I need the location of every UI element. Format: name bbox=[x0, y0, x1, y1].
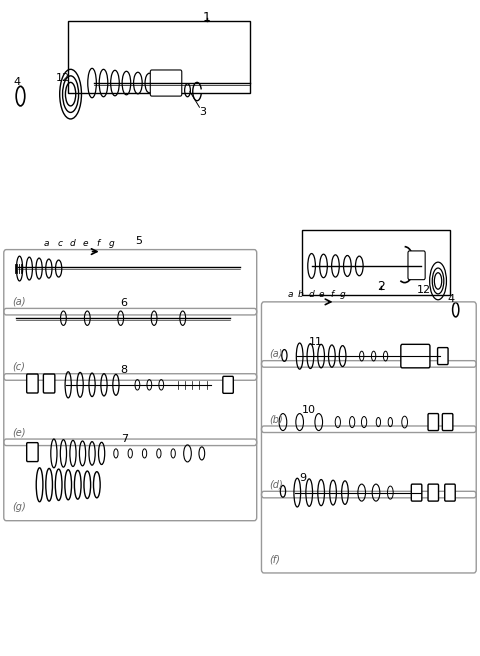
FancyBboxPatch shape bbox=[438, 348, 448, 365]
Text: d: d bbox=[308, 290, 314, 298]
Text: (c): (c) bbox=[12, 361, 25, 372]
Text: (g): (g) bbox=[12, 502, 25, 512]
FancyBboxPatch shape bbox=[445, 484, 455, 501]
Text: a: a bbox=[44, 239, 49, 249]
Text: g: g bbox=[340, 290, 346, 298]
FancyBboxPatch shape bbox=[401, 344, 430, 368]
Text: 8: 8 bbox=[120, 365, 128, 375]
Text: e: e bbox=[83, 239, 88, 249]
Text: 12: 12 bbox=[417, 285, 431, 295]
Text: f: f bbox=[331, 290, 334, 298]
Text: (b): (b) bbox=[270, 414, 283, 424]
Text: (a): (a) bbox=[12, 297, 25, 306]
Text: 3: 3 bbox=[199, 108, 206, 117]
FancyBboxPatch shape bbox=[428, 413, 439, 430]
Text: 1: 1 bbox=[203, 11, 211, 24]
Text: d: d bbox=[70, 239, 75, 249]
FancyBboxPatch shape bbox=[27, 443, 38, 462]
Text: e: e bbox=[319, 290, 324, 298]
FancyBboxPatch shape bbox=[408, 251, 425, 279]
Text: 9: 9 bbox=[300, 473, 307, 483]
Text: (d): (d) bbox=[270, 480, 283, 489]
Text: b: b bbox=[298, 290, 303, 298]
FancyBboxPatch shape bbox=[223, 377, 233, 394]
FancyBboxPatch shape bbox=[150, 70, 182, 96]
Text: 10: 10 bbox=[302, 405, 316, 415]
Text: (a): (a) bbox=[270, 349, 283, 359]
FancyBboxPatch shape bbox=[443, 413, 453, 430]
Text: g: g bbox=[108, 239, 114, 249]
FancyBboxPatch shape bbox=[411, 484, 422, 501]
Text: c: c bbox=[57, 239, 62, 249]
Text: f: f bbox=[96, 239, 100, 249]
Text: 6: 6 bbox=[120, 298, 128, 308]
FancyBboxPatch shape bbox=[428, 484, 439, 501]
Text: (f): (f) bbox=[270, 554, 280, 564]
Text: 4: 4 bbox=[13, 77, 21, 87]
Text: (e): (e) bbox=[12, 427, 25, 437]
Text: 5: 5 bbox=[135, 236, 142, 246]
Text: 11: 11 bbox=[309, 337, 323, 348]
FancyBboxPatch shape bbox=[27, 374, 38, 393]
Text: 12: 12 bbox=[56, 73, 71, 83]
Text: a: a bbox=[288, 290, 293, 298]
Text: 4: 4 bbox=[447, 294, 455, 304]
Text: 2: 2 bbox=[377, 279, 384, 293]
Text: 7: 7 bbox=[120, 434, 128, 444]
FancyBboxPatch shape bbox=[43, 374, 55, 393]
